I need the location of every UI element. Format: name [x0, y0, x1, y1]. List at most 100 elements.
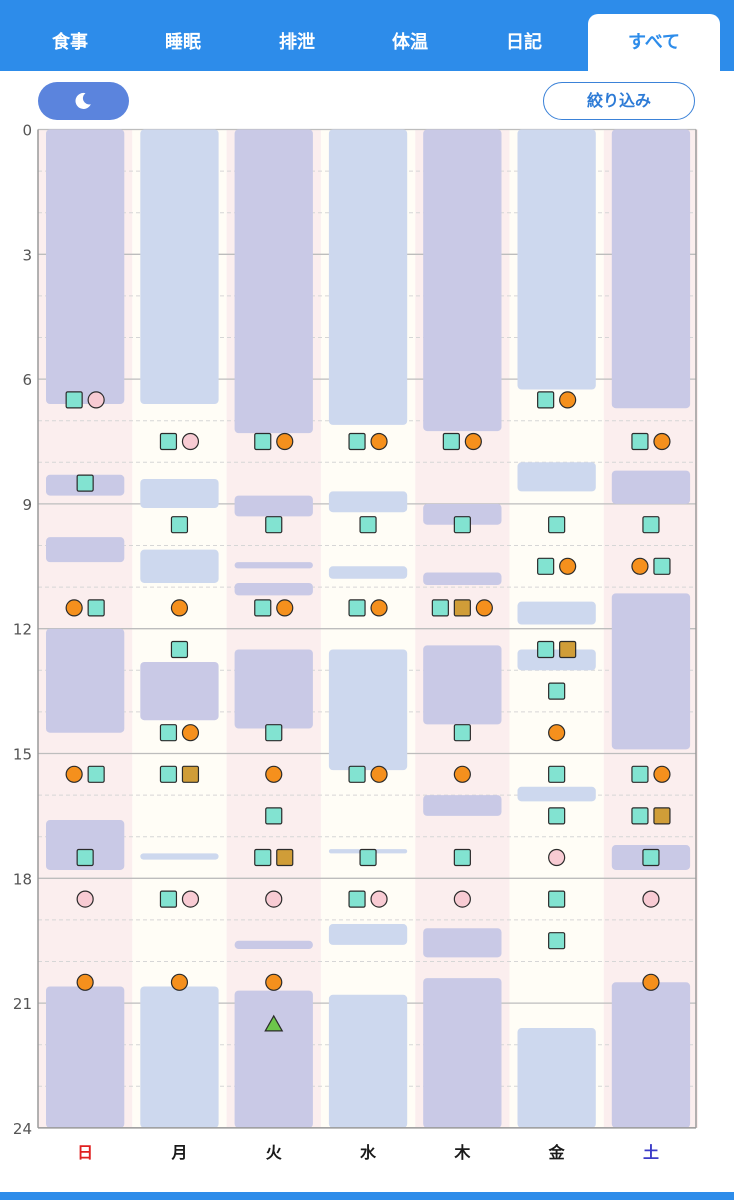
sleep-bar — [234, 990, 313, 1128]
stool-marker — [276, 848, 294, 867]
sleep-bar — [517, 1028, 596, 1128]
urination-marker — [265, 973, 283, 991]
meal-marker — [159, 724, 178, 742]
stool-marker — [653, 807, 671, 825]
y-tick-label: 21 — [13, 995, 32, 1013]
meal-marker — [265, 807, 283, 825]
sleep-bar — [46, 986, 125, 1128]
urination-marker — [559, 391, 577, 409]
sleep-bar — [234, 562, 313, 569]
meal-marker — [348, 599, 366, 617]
meal-marker — [442, 432, 460, 451]
meal-marker — [453, 516, 471, 534]
urination-marker — [181, 724, 200, 742]
y-tick-label: 3 — [22, 246, 32, 264]
meal-marker — [65, 391, 83, 409]
sleep-bar — [140, 129, 219, 405]
meal-marker — [254, 432, 272, 451]
stool-marker — [559, 640, 577, 659]
night-mode-toggle[interactable] — [38, 82, 129, 120]
tab-diary[interactable]: 日記 — [506, 32, 542, 53]
day-label: 日 — [77, 1143, 93, 1162]
tab-sleep[interactable]: 睡眠 — [165, 32, 201, 53]
urination-marker — [65, 765, 83, 783]
meal-marker — [431, 599, 449, 617]
sleep-bar — [423, 129, 502, 432]
sleep-bar — [140, 661, 219, 721]
meal-marker — [548, 932, 566, 950]
meal-marker — [548, 807, 566, 825]
urination-marker — [642, 973, 660, 991]
meal-marker — [631, 765, 649, 783]
y-tick-label: 18 — [13, 870, 32, 888]
sleep-bar — [517, 129, 596, 390]
tab-temperature[interactable]: 体温 — [392, 32, 428, 53]
sleep-bar — [46, 820, 125, 870]
urination-marker — [631, 557, 649, 575]
meal-marker — [548, 890, 566, 908]
urination-marker — [548, 724, 566, 742]
sleep-bar — [328, 994, 408, 1128]
urination-marker — [65, 599, 83, 617]
temperature-marker — [181, 432, 200, 451]
meal-marker — [76, 474, 94, 492]
temperature-marker — [76, 890, 94, 908]
sleep-bar — [517, 601, 596, 625]
urination-marker — [653, 432, 671, 451]
tab-meal[interactable]: 食事 — [52, 32, 88, 53]
sleep-bar — [328, 924, 408, 945]
moon-icon — [75, 92, 91, 109]
sleep-bar — [328, 129, 408, 425]
day-label: 金 — [548, 1143, 566, 1162]
day-label: 土 — [643, 1143, 659, 1162]
day-label: 月 — [170, 1143, 187, 1162]
meal-marker — [548, 516, 566, 534]
temperature-marker — [265, 890, 283, 908]
meal-marker — [87, 599, 105, 617]
bottom-bar — [0, 1192, 734, 1200]
temperature-marker — [181, 890, 200, 908]
urination-marker — [276, 599, 294, 617]
temperature-marker — [642, 890, 660, 908]
meal-marker — [537, 640, 555, 659]
stool-marker — [453, 599, 471, 617]
sleep-bar — [423, 645, 502, 725]
day-label: 火 — [266, 1143, 283, 1162]
sleep-bar — [423, 928, 502, 958]
tab-excretion[interactable]: 排泄 — [279, 32, 315, 53]
y-tick-label: 12 — [13, 621, 32, 639]
meal-marker — [359, 516, 377, 534]
sleep-bar — [140, 986, 219, 1128]
filter-button[interactable]: 絞り込み — [543, 82, 695, 120]
meal-marker — [642, 848, 660, 867]
temperature-marker — [453, 890, 471, 908]
sleep-bar — [140, 853, 219, 860]
meal-marker — [359, 848, 377, 867]
meal-marker — [631, 807, 649, 825]
temperature-marker — [548, 848, 566, 867]
sleep-bar — [423, 978, 502, 1128]
sleep-bar — [140, 549, 219, 583]
tab-all[interactable]: すべて — [588, 14, 720, 71]
sleep-bar — [517, 462, 596, 492]
y-tick-label: 24 — [13, 1120, 32, 1138]
sleep-bar — [328, 649, 408, 771]
sleep-bar — [328, 491, 408, 513]
sleep-bar — [46, 129, 125, 405]
sleep-bar — [328, 566, 408, 579]
sleep-bar — [234, 940, 313, 950]
meal-marker — [254, 848, 272, 867]
meal-marker — [348, 432, 366, 451]
meal-marker — [87, 765, 105, 783]
y-tick-label: 0 — [22, 122, 32, 140]
urination-marker — [76, 973, 94, 991]
urination-marker — [370, 765, 388, 783]
sleep-bar — [611, 470, 691, 504]
meal-marker — [76, 848, 94, 867]
y-tick-label: 6 — [22, 371, 32, 389]
sleep-bar — [234, 649, 313, 729]
day-label: 木 — [453, 1143, 471, 1162]
meal-marker — [631, 432, 649, 451]
meal-marker — [254, 599, 272, 617]
sleep-bar — [611, 593, 691, 750]
